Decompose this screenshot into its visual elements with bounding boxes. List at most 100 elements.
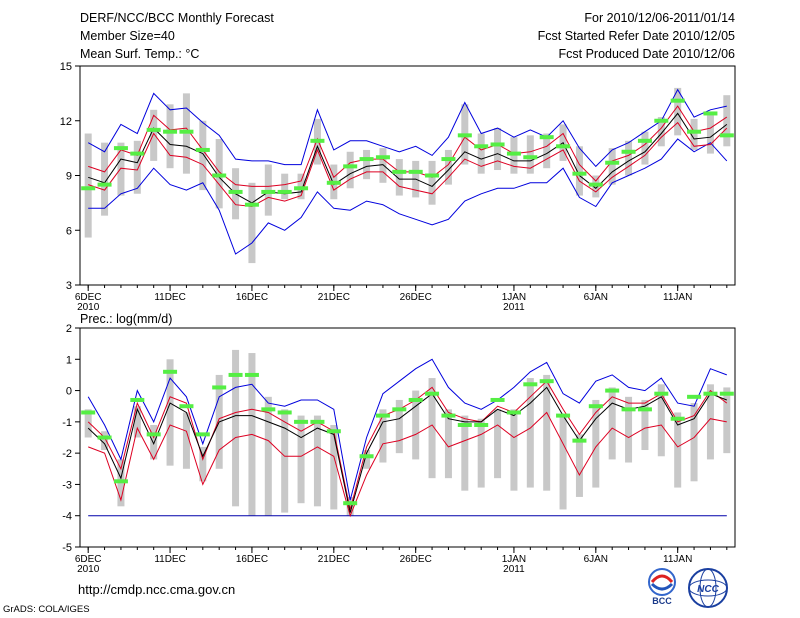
median-marker (392, 407, 407, 412)
median-marker (310, 138, 325, 143)
y-tick-label: -3 (62, 479, 72, 491)
median-marker (654, 118, 669, 123)
median-marker (490, 397, 505, 402)
spread-bar (657, 384, 665, 457)
spread-bar (723, 387, 731, 454)
median-marker (326, 429, 341, 434)
median-marker (523, 155, 538, 160)
spread-bar (510, 409, 518, 491)
median-marker (588, 404, 603, 409)
spread-bar (182, 412, 190, 469)
upper-line (87, 380, 728, 510)
median-marker (441, 413, 456, 418)
y-tick-label: -5 (62, 542, 72, 554)
median-marker (375, 155, 390, 160)
median-marker (97, 182, 112, 187)
spread-bar (264, 396, 272, 516)
y-tick-label: -2 (62, 448, 72, 460)
spread-bar (428, 378, 436, 479)
precipitation-panel: Prec.: log(mm/d)-5-4-3-2-10126DEC201011D… (62, 312, 736, 575)
spread-bar (625, 140, 633, 176)
median-marker (588, 182, 603, 187)
median-marker (163, 369, 178, 374)
spread-bar (101, 142, 109, 216)
spread-bar (575, 146, 583, 196)
median-marker (556, 144, 571, 149)
source-url[interactable]: http://cmdp.ncc.cma.gov.cn (78, 582, 236, 597)
median-marker (97, 435, 112, 440)
x-tick-label: 26DEC (400, 292, 432, 303)
median-marker (621, 149, 636, 154)
ncc-logo-text: NCC (697, 584, 719, 595)
x-tick-label: 16DEC (236, 292, 268, 303)
spread-bar (690, 118, 698, 150)
spread-bar (84, 409, 92, 438)
median-marker (392, 169, 407, 174)
spread-bar (477, 418, 485, 488)
median-marker (572, 438, 587, 443)
median-marker (654, 391, 669, 396)
spread-bar (117, 142, 125, 196)
median-marker (343, 501, 358, 506)
median-marker (506, 151, 521, 156)
median-marker (146, 432, 161, 437)
spread-bar (101, 431, 109, 451)
spread-bar (592, 399, 600, 488)
spread-bar (428, 160, 436, 205)
spread-bar (608, 148, 616, 185)
min-line (88, 138, 728, 255)
median-marker (163, 129, 178, 134)
median-marker (310, 419, 325, 424)
median-marker (113, 479, 128, 484)
spread-bar (346, 151, 354, 189)
median-marker (539, 135, 554, 140)
median-marker (474, 144, 489, 149)
y-tick-label: 3 (66, 280, 72, 292)
median-marker (506, 410, 521, 415)
x-tick-label: 11DEC (154, 554, 186, 565)
spread-bar (166, 104, 174, 169)
lower-line (88, 411, 727, 518)
median-marker (326, 180, 341, 185)
spread-bar (706, 384, 714, 460)
spread-bar (281, 409, 289, 513)
median-marker (81, 410, 96, 415)
y-tick-label: 2 (66, 323, 72, 335)
median-marker (687, 394, 702, 399)
spread-bar (690, 403, 698, 482)
median-marker (130, 397, 145, 402)
median-marker (294, 419, 309, 424)
spread-bar (494, 409, 502, 479)
spread-bar (723, 95, 731, 147)
median-marker (687, 129, 702, 134)
spread-bar (625, 396, 633, 463)
bcc-logo: BCC (648, 568, 676, 606)
spread-bar (248, 182, 256, 264)
forecast-title: DERF/NCC/BCC Monthly Forecast (80, 11, 274, 25)
max-line (87, 88, 727, 168)
median-marker (81, 186, 96, 191)
x-tick-year: 2010 (77, 302, 100, 313)
max-line (87, 358, 727, 501)
x-tick-label: 6DEC (75, 554, 102, 565)
x-tick-label: 26DEC (400, 554, 432, 565)
median-marker (474, 422, 489, 427)
upper-line (88, 105, 728, 187)
median-marker (719, 391, 734, 396)
spread-bar (133, 406, 141, 438)
spread-bar (232, 349, 240, 507)
x-tick-label: 21DEC (318, 292, 350, 303)
median-marker (670, 98, 685, 103)
spread-bar (150, 109, 158, 161)
median-marker (228, 189, 243, 194)
y-tick-label: 12 (60, 116, 72, 128)
spread-bar (674, 87, 682, 136)
median-marker (228, 372, 243, 377)
x-tick-label: 1JAN (502, 554, 526, 565)
spread-bar (526, 378, 534, 488)
spread-bar (559, 415, 567, 510)
spread-bar (444, 149, 452, 185)
x-tick-label: 16DEC (236, 554, 268, 565)
